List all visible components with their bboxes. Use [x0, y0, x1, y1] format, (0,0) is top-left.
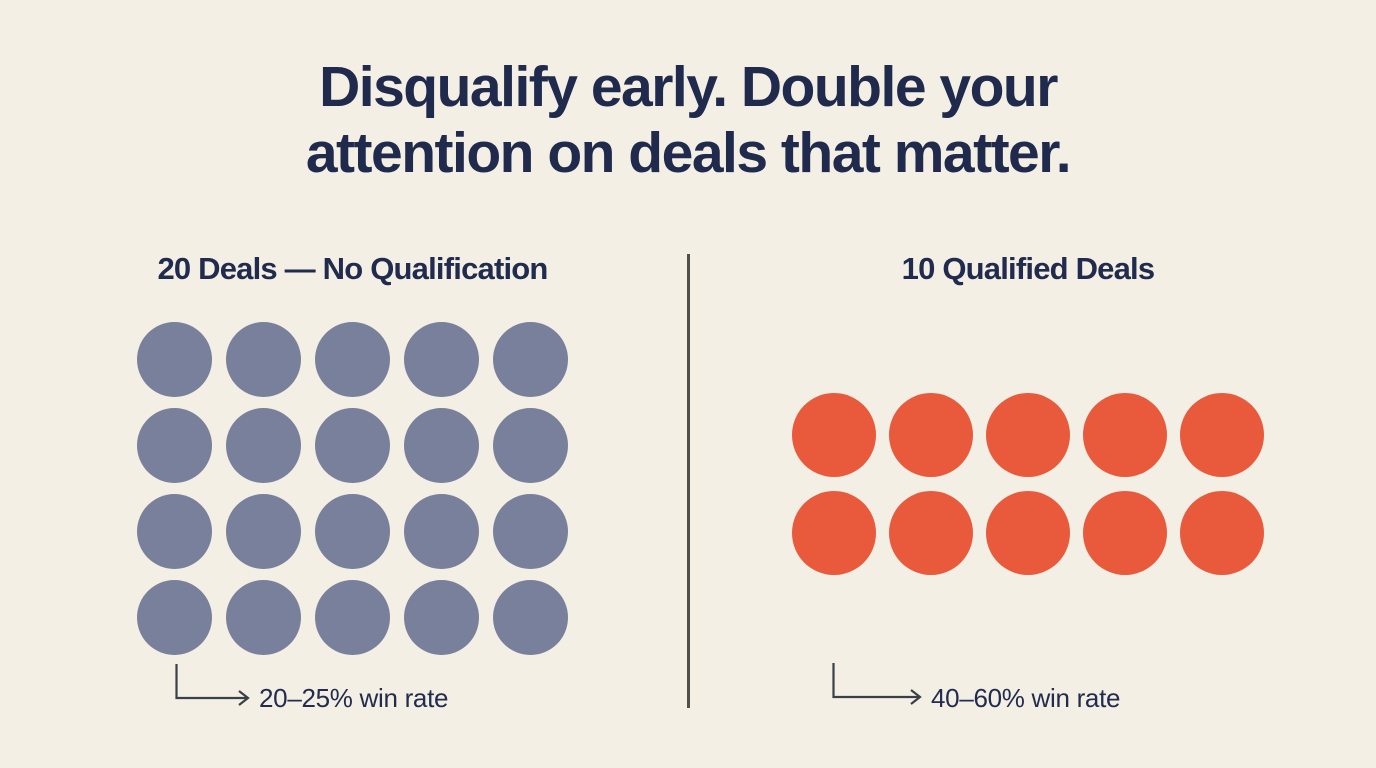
- unqualified-deal-dot: [226, 580, 301, 655]
- unqualified-deal-dot: [493, 322, 568, 397]
- unqualified-deal-dot: [404, 322, 479, 397]
- unqualified-deal-dot: [226, 322, 301, 397]
- qualified-deal-dot: [889, 393, 973, 477]
- unqualified-deal-dot: [493, 408, 568, 483]
- unqualified-win-rate-label: 20–25% win rate: [259, 683, 449, 713]
- elbow-arrow-icon: [175, 664, 250, 706]
- vertical-divider: [687, 254, 690, 708]
- elbow-arrow-icon: [832, 663, 922, 705]
- unqualified-deals-grid: [137, 322, 568, 655]
- qualified-deal-dot: [792, 393, 876, 477]
- unqualified-deal-dot: [226, 494, 301, 569]
- qualified-deal-dot: [986, 491, 1070, 575]
- qualified-deal-dot: [1180, 491, 1264, 575]
- unqualified-deal-dot: [493, 494, 568, 569]
- unqualified-deal-dot: [137, 322, 212, 397]
- qualified-deal-dot: [792, 491, 876, 575]
- page-title-line-1: Disqualify early. Double your: [319, 55, 1058, 119]
- qualified-win-rate-label: 40–60% win rate: [931, 683, 1121, 713]
- unqualified-deal-dot: [404, 580, 479, 655]
- qualified-deal-dot: [1083, 491, 1167, 575]
- qualified-panel-header: 10 Qualified Deals: [901, 251, 1155, 286]
- qualified-deal-dot: [889, 491, 973, 575]
- qualified-deals-grid: [792, 393, 1264, 575]
- unqualified-deal-dot: [315, 494, 390, 569]
- unqualified-deal-dot: [315, 408, 390, 483]
- unqualified-deal-dot: [137, 408, 212, 483]
- page-title-line-2: attention on deals that matter.: [305, 121, 1072, 185]
- qualified-deal-dot: [986, 393, 1070, 477]
- unqualified-deal-dot: [137, 494, 212, 569]
- unqualified-deal-dot: [404, 494, 479, 569]
- unqualified-deal-dot: [493, 580, 568, 655]
- unqualified-deal-dot: [404, 408, 479, 483]
- unqualified-deal-dot: [137, 580, 212, 655]
- qualified-deal-dot: [1083, 393, 1167, 477]
- unqualified-deal-dot: [315, 322, 390, 397]
- unqualified-deal-dot: [315, 580, 390, 655]
- unqualified-deal-dot: [226, 408, 301, 483]
- unqualified-panel-header: 20 Deals — No Qualification: [157, 251, 548, 286]
- page-title: Disqualify early. Double your attention …: [0, 54, 1376, 186]
- qualified-deal-dot: [1180, 393, 1264, 477]
